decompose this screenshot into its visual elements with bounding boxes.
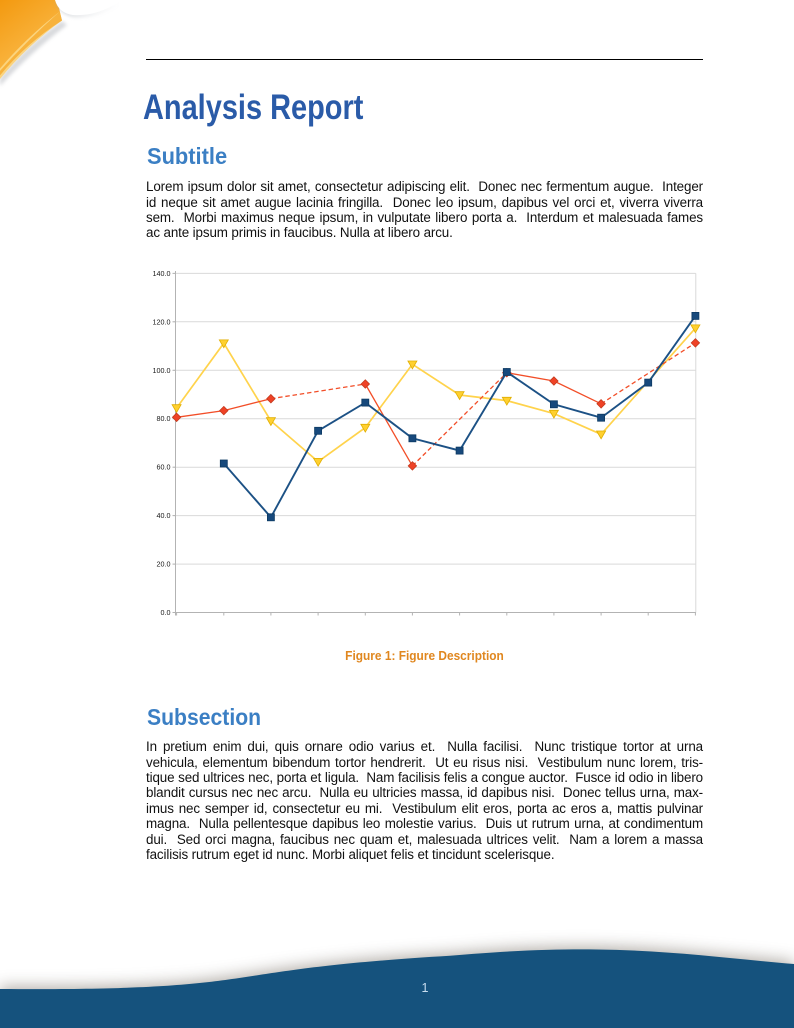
svg-text:60.0: 60.0 (157, 463, 171, 472)
svg-text:80.0: 80.0 (157, 414, 171, 423)
svg-text:20.0: 20.0 (157, 560, 171, 569)
svg-text:120.0: 120.0 (153, 317, 171, 326)
svg-text:140.0: 140.0 (153, 269, 171, 278)
svg-text:40.0: 40.0 (157, 511, 171, 520)
svg-text:100.0: 100.0 (153, 366, 171, 375)
svg-text:0.0: 0.0 (161, 608, 171, 617)
